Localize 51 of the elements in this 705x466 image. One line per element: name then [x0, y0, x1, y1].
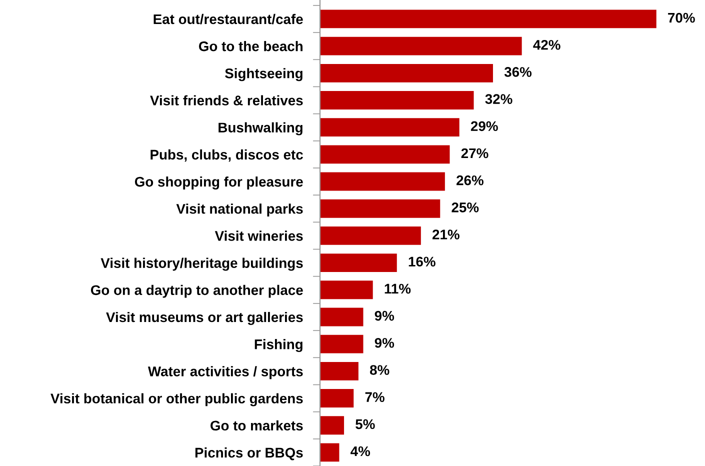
bar — [320, 389, 354, 408]
bar — [320, 443, 340, 462]
y-tick-label: Visit national parks — [176, 204, 303, 217]
bar — [320, 362, 358, 380]
y-tick-label: Visit wineries — [214, 230, 303, 241]
data-label: 16% — [408, 256, 436, 267]
y-tick-label: Eat out/restaurant/cafe — [154, 14, 303, 24]
bar — [320, 334, 364, 354]
data-label: 21% — [432, 230, 460, 240]
y-tick-label: Picnics or BBQs — [195, 447, 303, 460]
bar — [320, 145, 450, 164]
y-tick-label: Go to markets — [210, 420, 303, 431]
data-label: 9% — [374, 338, 394, 348]
data-label: 4% — [350, 446, 370, 456]
bar — [320, 91, 474, 110]
data-label: 42% — [533, 40, 560, 50]
bar — [320, 280, 373, 300]
bar — [320, 254, 397, 272]
y-tick-label: Visit museums or art galleries — [106, 312, 303, 325]
y-tick-label: Fishing — [254, 339, 302, 352]
bar — [320, 226, 421, 245]
y-tick-label: Visit friends & relatives — [150, 95, 303, 106]
data-label: 26% — [456, 175, 484, 186]
data-label: 25% — [452, 202, 479, 212]
data-label: 27% — [461, 148, 488, 158]
bar — [320, 199, 440, 218]
y-tick-label: Visit botanical or other public gardens — [50, 393, 303, 406]
y-tick-label: Go to the beach — [198, 41, 302, 52]
bar — [320, 308, 364, 326]
y-tick-label: Bushwalking — [218, 122, 302, 136]
y-tick-label: Water activities / sports — [148, 366, 303, 380]
data-label: 7% — [365, 392, 384, 402]
bar — [320, 172, 445, 191]
bar — [320, 10, 656, 28]
data-label: 29% — [470, 121, 498, 132]
data-label: 32% — [485, 94, 512, 104]
y-tick-label: Go shopping for pleasure — [134, 176, 303, 190]
y-tick-label: Visit history/heritage buildings — [100, 258, 303, 271]
bar — [320, 36, 522, 56]
y-tick-label: Go on a daytrip to another place — [90, 284, 303, 298]
data-label: 9% — [374, 310, 394, 321]
bar — [320, 118, 460, 137]
data-label: 70% — [668, 12, 695, 23]
data-label: 11% — [384, 284, 411, 294]
data-label: 36% — [504, 67, 532, 77]
y-tick-label: Sightseeing — [225, 68, 302, 82]
bar — [320, 64, 493, 82]
data-label: 8% — [370, 365, 390, 375]
y-tick-label: Pubs, clubs, discos etc — [150, 149, 303, 162]
bar — [320, 416, 344, 435]
data-label: 5% — [356, 419, 375, 430]
